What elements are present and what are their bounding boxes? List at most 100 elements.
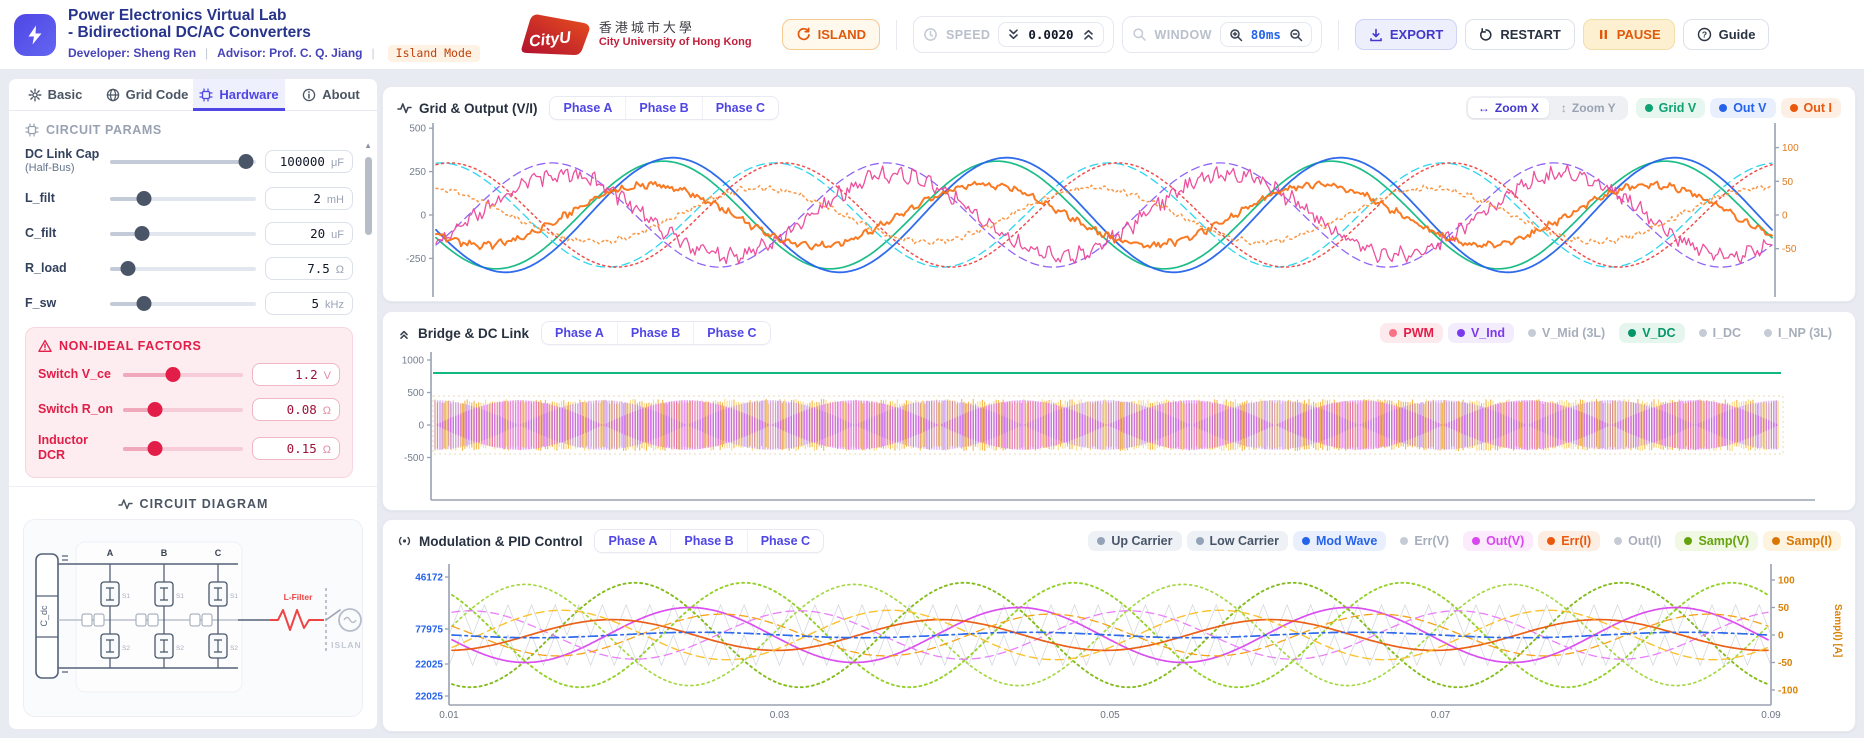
slider-handle[interactable] [136,191,152,207]
legend-samp-i[interactable]: Samp(I) [1763,531,1841,551]
speed-decrease-button[interactable] [1007,28,1020,41]
tab-hardware[interactable]: Hardware [193,79,285,111]
slider-handle[interactable] [147,440,163,456]
chart2-phase-b-button[interactable]: Phase B [616,322,693,344]
slider-switch-r-on[interactable] [123,402,243,418]
legend-samp-v[interactable]: Samp(V) [1675,531,1759,551]
legend-grid-v[interactable]: Grid V [1635,98,1706,118]
legend-out-v[interactable]: Out V [1710,98,1776,118]
circuit-params-section: CIRCUIT PARAMS DC Link Cap (Half-Bus) 1000… [9,111,377,486]
legend-v-ind[interactable]: V_Ind [1447,323,1515,343]
window-value[interactable]: 80ms [1250,27,1281,42]
slider-switch-v-ce[interactable] [123,367,243,383]
legend-err-i[interactable]: Err(I) [1538,531,1601,551]
legend: PWM V_Ind V_Mid (3L) V_DC I_DC I_NP (3L) [1380,323,1841,343]
legend-err-v[interactable]: Err(V) [1391,531,1458,551]
slider-f-sw[interactable] [110,296,256,312]
svg-text:50: 50 [1778,603,1790,614]
download-icon [1370,28,1382,41]
input-f-sw[interactable]: 5 kHz [265,292,353,316]
modulation-pid-chart[interactable]: 46172 77975 22025 22025 100 50 0 -50 -100 Samp(I)… [383,560,1855,730]
input-dc-link-cap[interactable]: 100000 μF [265,149,353,173]
slider-handle[interactable] [136,296,152,312]
legend-out-v[interactable]: Out(V) [1463,531,1534,551]
speed-value[interactable]: 0.0020 [1028,27,1074,42]
window-zoom-out-button[interactable] [1289,28,1303,42]
slider-handle[interactable] [134,226,150,242]
legend-dot [1400,537,1409,545]
slider-handle[interactable] [120,261,136,277]
panel-grid-output: Grid & Output (V/I) Phase A Phase B Phase … [382,86,1856,302]
svg-text:50: 50 [1782,177,1794,188]
input-r-load[interactable]: 7.5 Ω [265,257,353,281]
param-c-filt: C_filt 20 uF [25,222,353,246]
chart-title-bridge-dclink: Bridge & DC Link [418,325,530,341]
zoom-y-button[interactable]: ↕ Zoom Y [1560,101,1616,115]
legend-v-dc[interactable]: V_DC [1619,323,1685,343]
cityu-name-cn: 香港城市大學 [598,19,695,35]
legend-out-i[interactable]: Out(I) [1605,531,1670,551]
slider-inductor-dcr[interactable] [123,440,243,456]
svg-text:46172: 46172 [415,573,443,584]
slider-c-filt[interactable] [110,226,256,242]
guide-button[interactable]: ? Guide [1682,19,1770,50]
tab-grid-code[interactable]: Grid Code [101,79,193,110]
legend-i-np-3l[interactable]: I_NP (3L) [1755,323,1841,343]
chart2-phase-c-button[interactable]: Phase C [693,322,769,344]
phase-buttons: Phase A Phase B Phase C [541,321,771,345]
input-switch-r-on[interactable]: 0.08 Ω [252,398,340,422]
chart3-phase-c-button[interactable]: Phase C [746,530,823,552]
input-inductor-dcr[interactable]: 0.15 Ω [252,436,340,460]
slider-r-load[interactable] [110,261,256,277]
sidebar-scrollbar[interactable] [365,157,372,235]
legend-dot [1389,329,1398,337]
zoom-x-button[interactable]: ↔ Zoom X [1467,98,1549,118]
param-label: Switch V_ce [38,367,111,382]
input-l-filt[interactable]: 2 mH [265,187,353,211]
legend-mod-wave[interactable]: Mod Wave [1292,531,1387,551]
speed-increase-button[interactable] [1082,28,1095,41]
island-button[interactable]: ISLAND [781,19,880,50]
input-switch-v-ce[interactable]: 1.2 V [252,363,340,387]
app-title-line1: Power Electronics Virtual Lab [68,6,287,24]
slider-dc-link-cap[interactable] [110,153,256,169]
input-c-filt[interactable]: 20 uF [265,222,353,246]
export-button[interactable]: EXPORT [1354,19,1458,50]
restart-button[interactable]: RESTART [1465,19,1575,50]
chart2-phase-a-button[interactable]: Phase A [555,326,604,340]
chart3-phase-a-button[interactable]: Phase A [608,534,658,548]
chevrons-up-icon[interactable] [397,326,411,340]
legend-dot [1301,537,1310,545]
broadcast-icon[interactable] [397,534,412,548]
chart1-phase-c-button[interactable]: Phase C [701,97,778,119]
scroll-up-icon[interactable]: ▲ [364,141,372,150]
slider-handle[interactable] [165,367,181,383]
arrow-horizontal-icon: ↔ [1477,101,1490,115]
legend-up-carrier[interactable]: Up Carrier [1088,531,1182,551]
bridge-dclink-chart[interactable]: 1000 500 0 -500 [383,350,1855,508]
chart3-phase-b-button[interactable]: Phase B [670,530,746,552]
pulse-icon[interactable] [397,101,412,115]
legend-low-carrier[interactable]: Low Carrier [1186,531,1288,551]
legend-pwm[interactable]: PWM [1380,323,1443,343]
pause-button[interactable]: PAUSE [1582,19,1675,50]
tab-basic[interactable]: Basic [9,79,101,110]
legend-out-i[interactable]: Out I [1780,98,1841,118]
window-zoom-in-button[interactable] [1229,28,1243,42]
slider-handle[interactable] [147,402,163,418]
slider-handle[interactable] [238,153,254,169]
chart1-phase-a-button[interactable]: Phase A [563,101,613,115]
legend-dot [1547,537,1556,545]
slider-l-filt[interactable] [110,191,256,207]
legend-i-dc[interactable]: I_DC [1690,323,1750,343]
svg-text:22025: 22025 [415,660,443,671]
panel-bridge-dclink: Bridge & DC Link Phase A Phase B Phase C P… [382,311,1856,511]
tab-about[interactable]: About [285,79,377,110]
chart1-phase-b-button[interactable]: Phase B [625,97,701,119]
question-icon: ? [1697,27,1711,42]
legend-v-mid-3l[interactable]: V_Mid (3L) [1519,323,1614,343]
legend-dot [1644,104,1653,112]
svg-text:-500: -500 [404,453,424,464]
